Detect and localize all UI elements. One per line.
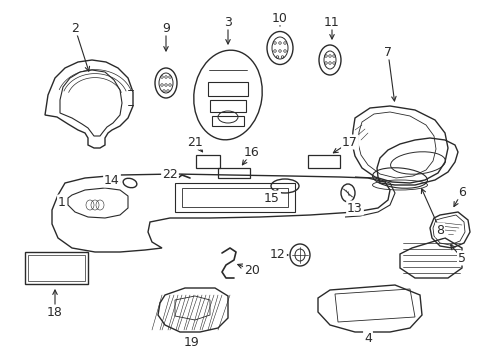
Text: 21: 21: [187, 135, 203, 148]
Text: 8: 8: [435, 224, 443, 237]
Text: 2: 2: [71, 22, 79, 35]
Text: 9: 9: [162, 22, 170, 35]
Text: 17: 17: [342, 135, 357, 148]
Text: 20: 20: [244, 264, 260, 276]
Text: 11: 11: [324, 15, 339, 28]
Text: 10: 10: [271, 12, 287, 24]
Text: 19: 19: [184, 336, 200, 348]
Text: 7: 7: [383, 45, 391, 58]
Text: 3: 3: [224, 15, 231, 28]
Text: 14: 14: [104, 174, 120, 186]
Text: 13: 13: [346, 202, 362, 215]
Text: 15: 15: [264, 192, 279, 204]
Text: 18: 18: [47, 306, 63, 319]
Text: 6: 6: [457, 185, 465, 198]
Text: 16: 16: [244, 145, 259, 158]
Text: 22: 22: [162, 168, 178, 181]
Text: 12: 12: [269, 248, 285, 261]
Text: 1: 1: [58, 195, 66, 208]
Text: 5: 5: [457, 252, 465, 265]
Text: 4: 4: [364, 332, 371, 345]
